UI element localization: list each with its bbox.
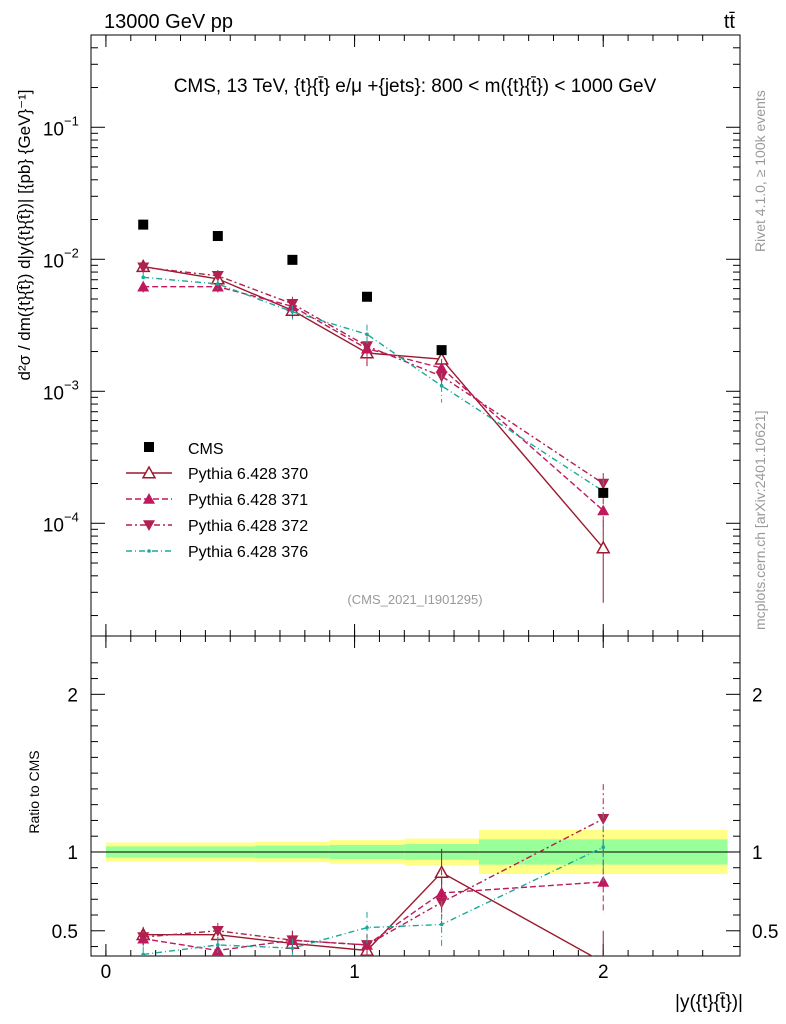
cms-data-point [362,291,373,302]
x-tick-label: 0 [101,962,112,983]
analysis-id: (CMS_2021_I1901295) [347,592,482,607]
legend-label: Pythia 6.428 376 [188,544,308,561]
legend-label-cms: CMS [188,441,224,458]
series-ratio-group [141,812,606,956]
marker-dot [147,549,151,553]
x-tick-label: 2 [598,962,609,983]
marker-triangle-down [597,814,610,825]
marker-triangle-open [595,540,611,554]
series-line-ratio [143,881,604,952]
ratio-panel-frame [90,635,741,957]
y-main-tick-base: 10 [43,251,64,272]
energy-label: 13000 GeV pp [104,11,233,33]
marker-triangle-down [211,925,224,937]
y-ratio-tick-label-right: 1 [752,843,763,864]
legend-label: Pythia 6.428 370 [188,466,308,483]
y-ratio-tick-label-right: 2 [752,685,763,706]
marker-dot [439,922,444,927]
marker-triangle-down [361,940,374,951]
marker-triangle-open [141,465,157,479]
process-label: tt̄ [724,11,736,33]
marker-dot [601,845,606,850]
series-line-main [143,276,604,492]
marker-dot [290,946,295,950]
marker-triangle-down [137,932,150,944]
marker-triangle-down [211,270,224,282]
cms-data-point [212,231,223,242]
marker-dot [365,925,369,930]
plot-title: CMS, 13 TeV, {t}{t̄} e/μ +{jets}: 800 < … [174,76,657,97]
cms-data-point [436,345,447,356]
series-line-ratio [143,818,604,946]
marker-triangle-up [211,280,224,292]
marker-dot [141,952,146,956]
cms-data-point [598,487,609,498]
y-axis-label-ratio: Ratio to CMS [26,750,42,833]
marker-triangle-down [286,298,299,310]
marker-triangle-down [361,341,374,353]
marker-dot [290,310,295,314]
y-axis-label-main: d²σ / dm({t}{t̄}) d|y({t}{t̄})| [{pb} {G… [15,89,34,380]
y-main-tick-base: 10 [43,383,64,404]
marker-triangle-up [211,944,224,956]
marker-triangle-up [137,280,150,292]
series-line-ratio [143,871,594,956]
y-main-tick-exponent: −4 [64,509,79,524]
legend-label: Pythia 6.428 371 [188,492,308,509]
marker-dot [365,332,369,337]
marker-triangle-down [143,520,155,531]
marker-triangle-up [143,493,155,504]
marker-dot [141,275,146,280]
legend-label: Pythia 6.428 372 [188,518,308,535]
y-ratio-tick-label: 2 [67,685,78,706]
series-line-main [143,266,604,485]
series-line-main [143,285,604,512]
marker-dot [439,384,444,388]
y-main-tick-base: 10 [43,515,64,536]
y-ratio-tick-label: 1 [67,843,78,864]
marker-triangle-up [435,886,448,898]
y-ratio-tick-label: 0.5 [52,922,78,943]
rivet-label: Rivet 4.1.0, ≥ 100k events [752,90,768,252]
cms-data-point [287,254,298,265]
marker-dot [216,943,220,947]
marker-dot [216,282,220,286]
y-main-tick-base: 10 [43,119,64,140]
y-ratio-tick-label-right: 0.5 [752,922,778,943]
x-axis-label: |y({t}{t̄})| [675,992,743,1013]
mcplots-label: mcplots.cern.ch [arXiv:2401.10621] [752,411,768,630]
cms-data-point [138,219,149,230]
legend-marker-cms [144,442,154,452]
series-line-main [143,265,604,549]
x-tick-label: 1 [349,962,360,983]
marker-triangle-down [137,262,150,274]
y-main-tick-exponent: −1 [64,113,79,128]
marker-triangle-up [597,504,610,516]
y-main-tick-exponent: −3 [64,377,79,392]
y-main-tick-exponent: −2 [64,245,79,260]
